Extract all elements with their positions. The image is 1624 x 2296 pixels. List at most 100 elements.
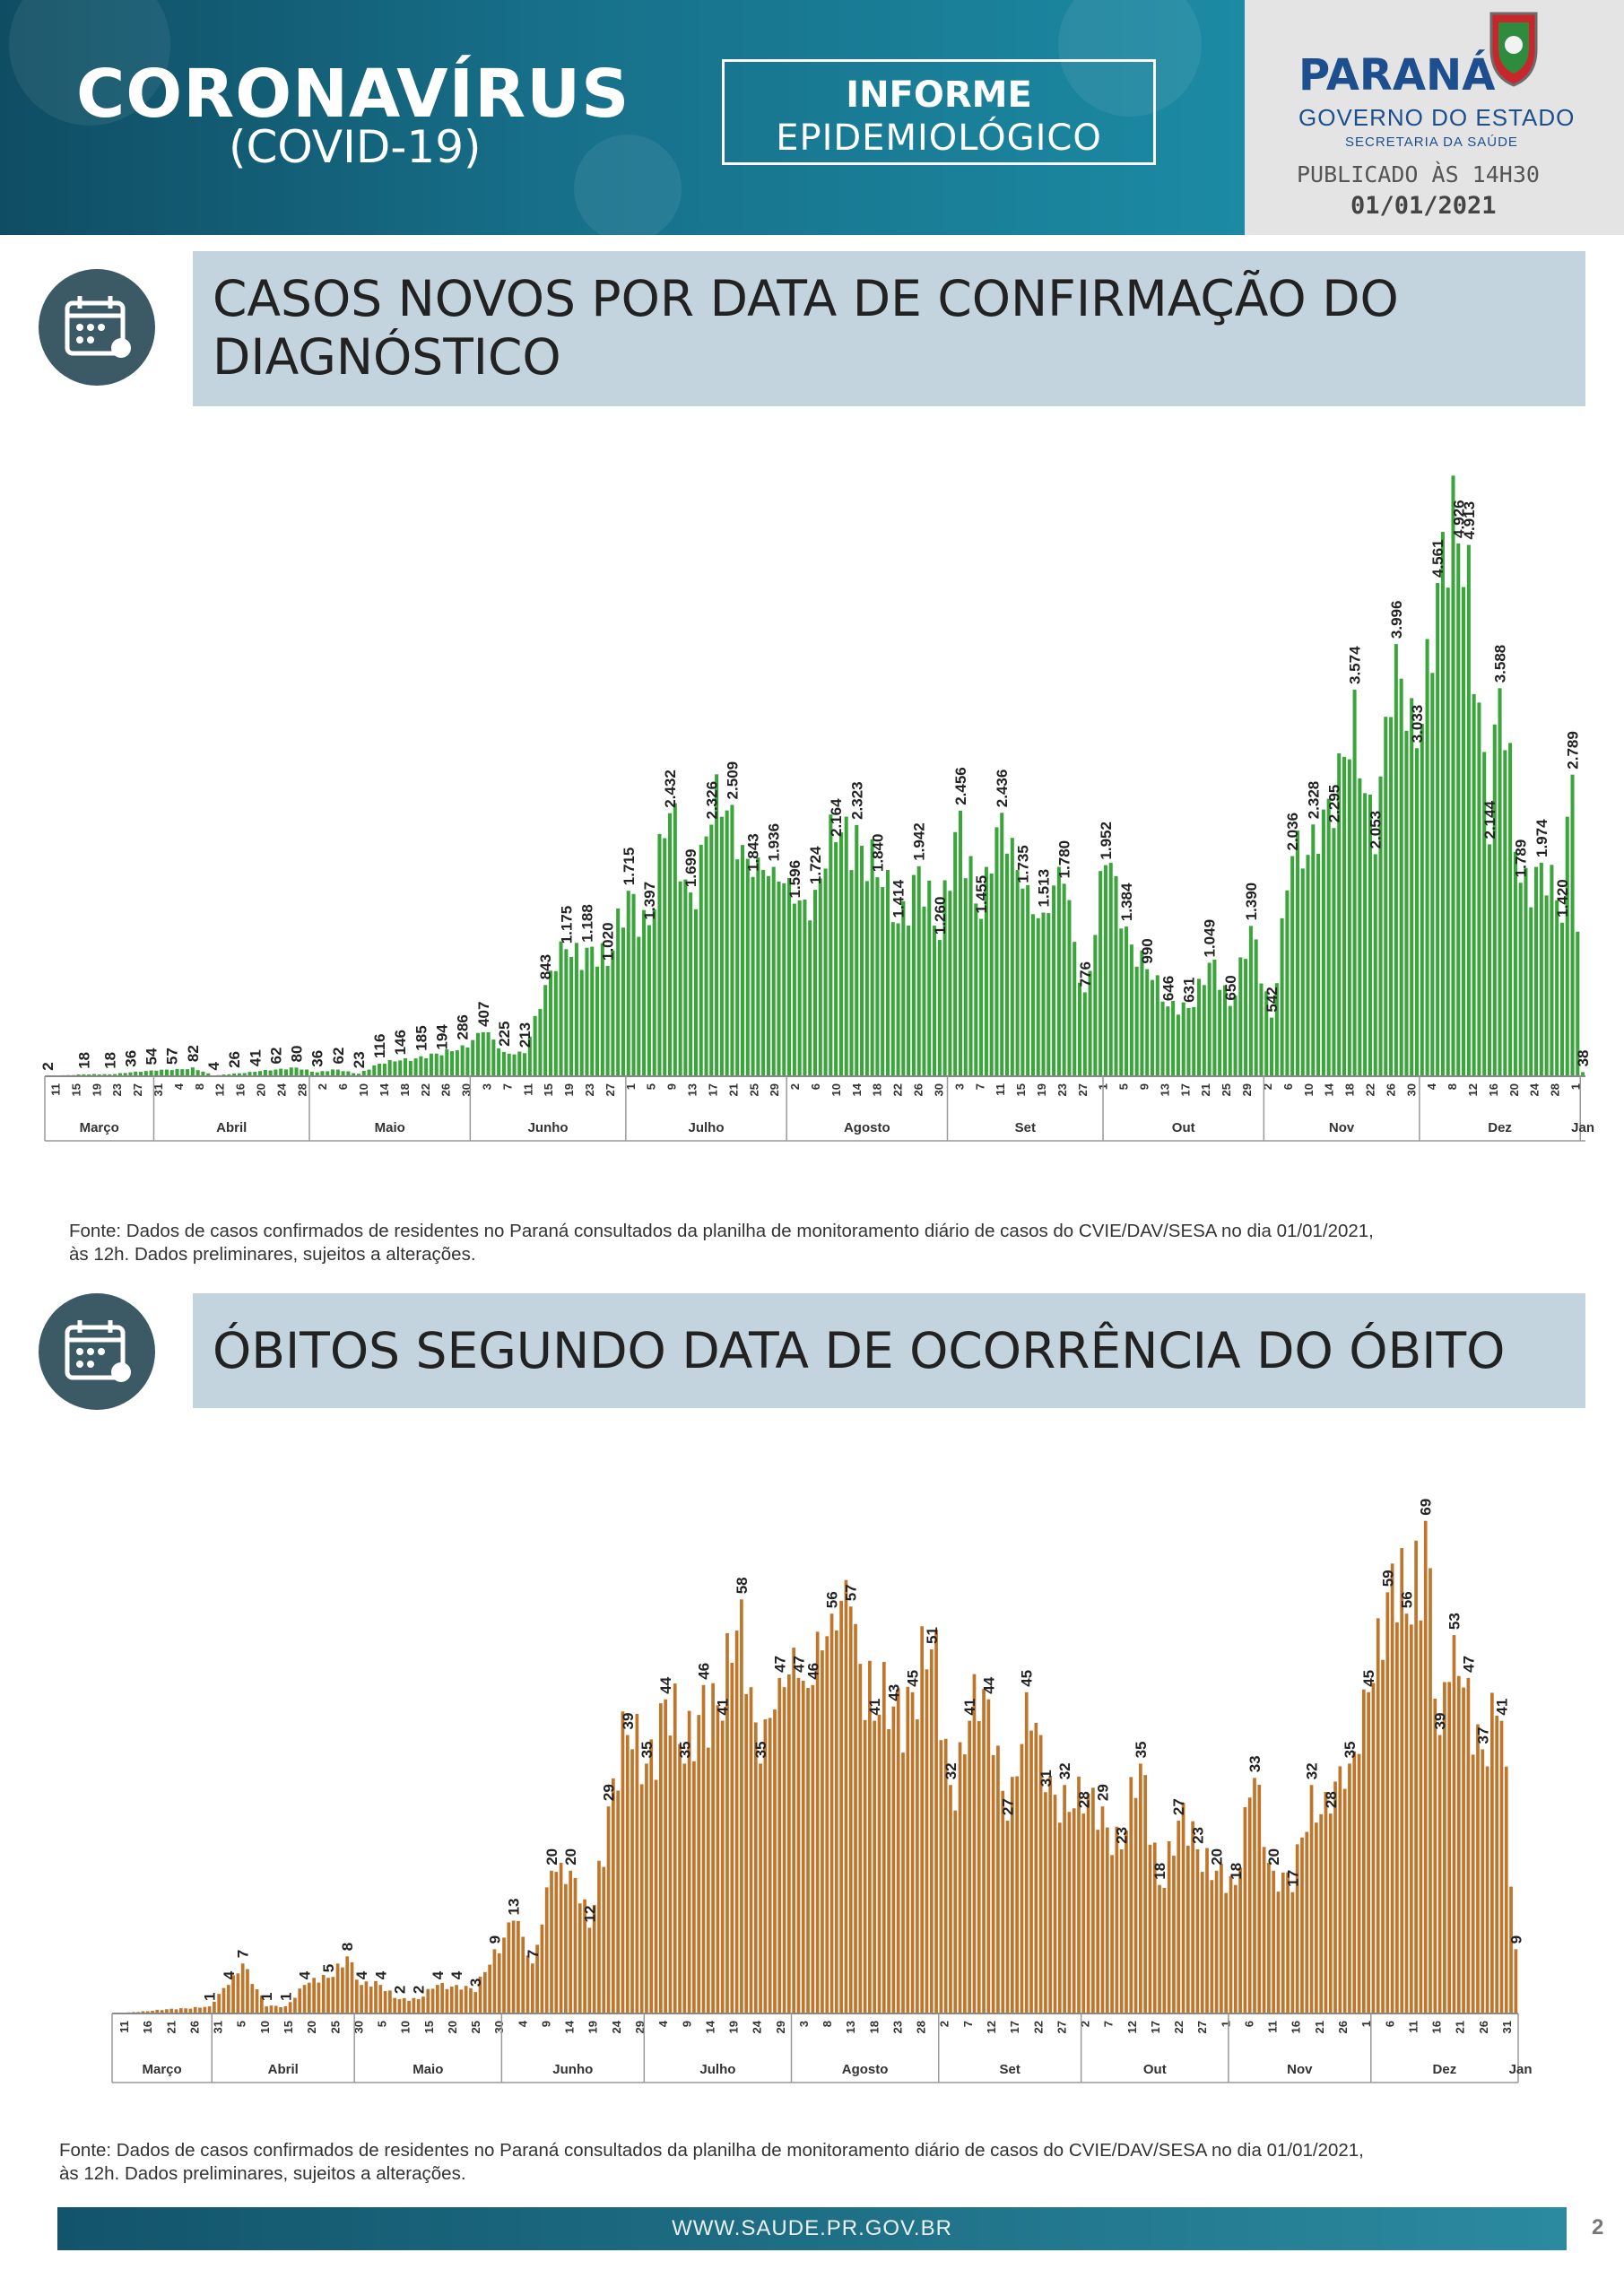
tick-label: 27 [604, 1083, 617, 1096]
bar [1281, 1872, 1285, 2013]
bar [792, 1648, 796, 2013]
bar [430, 1988, 435, 2013]
tick-label: 17 [1149, 2021, 1162, 2033]
bar [1472, 693, 1476, 1076]
footer-url[interactable]: WWW.SAUDE.PR.GOV.BR [57, 2207, 1567, 2250]
bar [178, 2008, 183, 2013]
bar [716, 1705, 720, 2013]
bar [639, 1784, 644, 2013]
bar [595, 966, 600, 1076]
bar [501, 1051, 506, 1076]
bar [663, 838, 667, 1076]
bar [1024, 1692, 1029, 2013]
informe-line-2: EPIDEMIOLÓGICO [776, 117, 1102, 159]
tick-label: 2 [788, 1083, 802, 1090]
tick-label: 23 [583, 1083, 596, 1096]
bar [1145, 969, 1150, 1076]
bar [1086, 1793, 1090, 2013]
tick-label: 12 [1125, 2021, 1139, 2033]
bar [1257, 1784, 1262, 2013]
tick-label: 17 [1008, 2021, 1021, 2033]
bar [585, 947, 589, 1076]
bar [1490, 1692, 1494, 2013]
data-label: 41 [1494, 1699, 1511, 1716]
bar [190, 1067, 195, 1076]
bar [768, 1718, 772, 2013]
bar [1333, 1781, 1337, 2013]
bar [548, 970, 553, 1076]
data-label: 41 [866, 1699, 883, 1716]
bar [1096, 1830, 1100, 2013]
data-label: 41 [247, 1049, 264, 1066]
bar [982, 1689, 986, 2013]
bar [317, 1982, 321, 2013]
bar [138, 1072, 143, 1076]
bar [455, 1050, 459, 1076]
tick-label: 28 [295, 1083, 308, 1096]
bar [730, 804, 734, 1076]
bar [811, 1684, 815, 2013]
bar [1466, 544, 1471, 1076]
bar [512, 1054, 517, 1076]
bar [735, 859, 740, 1076]
bar [221, 1987, 226, 2013]
tick-label: 14 [850, 1083, 864, 1096]
bar [1197, 978, 1202, 1076]
bar [421, 1996, 425, 2013]
tick-label: 6 [1243, 2021, 1256, 2027]
bar [151, 2010, 154, 2013]
bar [838, 832, 843, 1076]
bar [605, 966, 610, 1076]
bar [1148, 1844, 1152, 2013]
tick-label: 13 [686, 1083, 699, 1096]
tick-label: 8 [193, 1083, 206, 1090]
tick-label: 9 [1138, 1083, 1151, 1090]
bar [574, 943, 578, 1076]
bar [1088, 970, 1092, 1076]
bar [253, 1072, 257, 1076]
data-label: 12 [581, 1906, 598, 1923]
data-label: 2.509 [724, 761, 741, 800]
bar [745, 858, 750, 1076]
informe-badge: INFORME EPIDEMIOLÓGICO [722, 59, 1156, 165]
bar [642, 909, 647, 1076]
tick-labels: 11 15 19 23 27 31 4 8 12 16 20 24 28 2 6 10 14 18 22 26 30 3 7… [49, 1083, 1583, 1096]
data-label: 35 [752, 1741, 769, 1758]
data-label: 146 [392, 1030, 409, 1055]
data-label: 4 [297, 1970, 314, 1979]
tick-label: 15 [69, 1083, 83, 1096]
data-label: 542 [1264, 987, 1281, 1012]
bar [725, 810, 729, 1076]
tick-label: 5 [235, 2021, 248, 2027]
bar [449, 1987, 454, 2013]
bar [346, 1071, 351, 1076]
calendar-icon [39, 1293, 155, 1410]
bar [689, 892, 693, 1076]
tick-label: 16 [234, 1083, 248, 1096]
bar [488, 1964, 491, 2013]
bar [1177, 1821, 1181, 2013]
data-label: 1.175 [558, 906, 575, 944]
data-label: 1.699 [682, 849, 699, 888]
bar [265, 2006, 269, 2013]
bar [1185, 1845, 1190, 2013]
tick-label: 14 [703, 2020, 716, 2033]
bar [1238, 957, 1243, 1076]
bar [450, 1051, 455, 1076]
bar [128, 1072, 133, 1076]
bar [473, 1992, 478, 2013]
bar [1504, 1766, 1508, 2013]
bar [283, 2006, 288, 2013]
bar [881, 887, 885, 1076]
bar [896, 1688, 900, 2013]
tick-label: 30 [352, 2021, 365, 2033]
informe-line-1: INFORME [846, 74, 1032, 116]
bar [1125, 926, 1129, 1076]
bar [1446, 587, 1450, 1076]
tick-label: 12 [213, 1083, 227, 1096]
bar [858, 1664, 863, 2013]
bar [1368, 795, 1372, 1076]
bar [455, 1985, 458, 2013]
bar [1437, 1735, 1442, 2013]
bar [1220, 1864, 1223, 2013]
